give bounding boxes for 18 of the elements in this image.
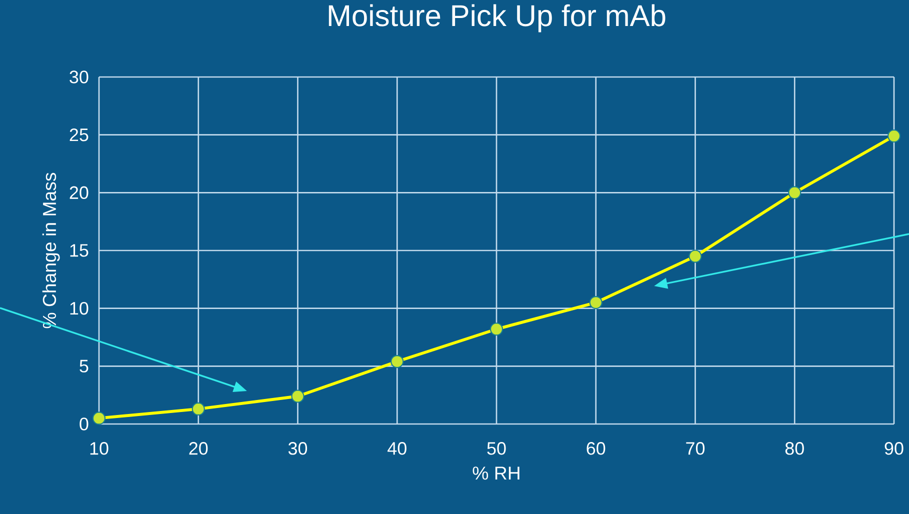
x-tick-label: 40 [388,442,406,455]
y-tick-label: 10 [70,302,88,315]
x-tick-label: 10 [90,442,108,455]
x-tick-label: 50 [487,442,506,455]
x-tick-label: 60 [586,442,606,455]
x-tick-label: 70 [686,442,705,455]
x-axis-title: % RH [472,466,520,480]
y-tick-label: 5 [80,360,88,372]
y-tick-label: 15 [70,244,88,257]
x-tick-label: 20 [189,442,208,455]
x-tick-label: 30 [288,442,308,455]
chart-title: Moisture Pick Up for mAb [328,4,666,32]
y-tick-label: 25 [70,128,88,142]
y-tick-label: 0 [80,418,88,430]
x-tick-label: 90 [884,442,904,455]
x-tick-label: 80 [785,442,804,455]
y-tick-label: 30 [70,70,88,84]
y-tick-label: 20 [70,186,88,200]
